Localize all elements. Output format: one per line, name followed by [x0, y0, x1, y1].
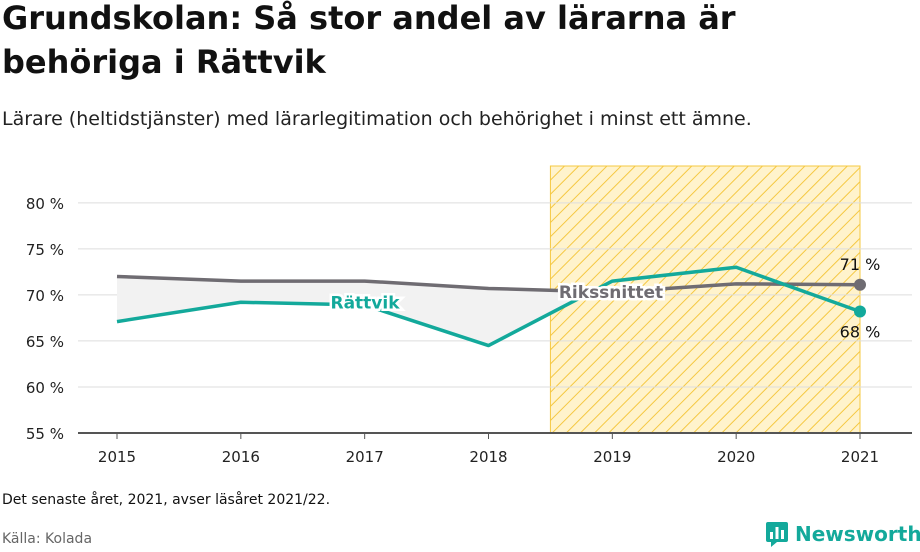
- y-tick-label: 70 %: [26, 287, 64, 305]
- series-line-rattvik: [116, 265, 861, 348]
- highlight-period: [549, 165, 861, 434]
- x-tick-label: 2020: [717, 448, 755, 466]
- series-label-rattvik: Rättvik: [330, 293, 400, 313]
- series-line-rikssnittet: [116, 274, 861, 294]
- series-label-rikssnittet: Rikssnittet: [559, 283, 663, 303]
- y-tick-label: 60 %: [26, 379, 64, 397]
- x-tick-label: 2016: [222, 448, 260, 466]
- source-text: Källa: Kolada: [2, 531, 93, 547]
- footnote: Det senaste året, 2021, avser läsåret 20…: [2, 492, 331, 508]
- y-tick-label: 65 %: [26, 333, 64, 351]
- brand-logo: Newsworthy: [765, 520, 920, 548]
- x-tick-label: 2021: [841, 448, 879, 466]
- y-tick-label: 55 %: [26, 425, 64, 443]
- line-chart: 55 % 60 % 65 % 70 % 75 % 80 % 2015 2016 2017 2018…: [26, 165, 912, 466]
- x-tick-label: 2018: [469, 448, 507, 466]
- y-tick-label: 75 %: [26, 241, 64, 259]
- end-label-rikssnittet: 71 %: [840, 255, 881, 274]
- brand-name: Newsworthy: [795, 522, 920, 546]
- chart-title: Grundskolan: Så stor andel av lärarna är…: [2, 0, 736, 81]
- end-point-rikssnittet: [854, 278, 866, 291]
- newsworthy-icon: [766, 522, 788, 547]
- gap-area: [117, 276, 593, 346]
- x-tick-label: 2019: [593, 448, 631, 466]
- x-tick-label: 2017: [346, 448, 384, 466]
- chart-subtitle: Lärare (heltidstjänster) med lärarlegiti…: [2, 108, 752, 130]
- x-tick-label: 2015: [98, 448, 136, 466]
- end-label-rattvik: 68 %: [840, 322, 881, 341]
- end-point-rattvik: [854, 305, 866, 318]
- y-tick-label: 80 %: [26, 195, 64, 213]
